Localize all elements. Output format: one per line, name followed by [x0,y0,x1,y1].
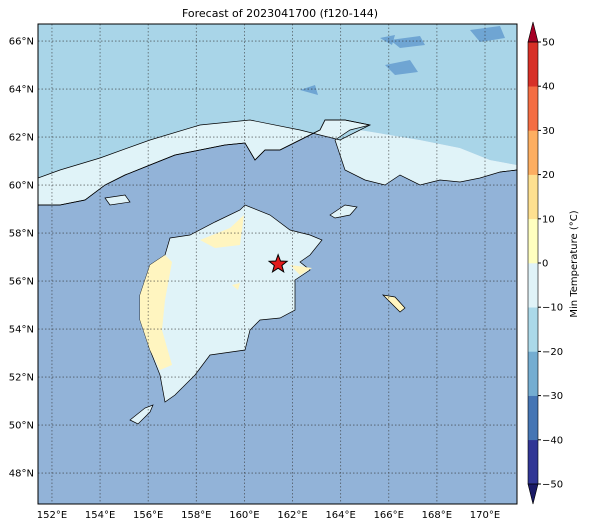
colorbar-tick-label: 50 [542,38,555,49]
colorbar-bin [528,263,538,308]
x-tick-label: 160°E [229,510,259,521]
x-tick-label: 170°E [470,510,500,521]
colorbar-tick-label: −40 [542,435,563,446]
x-tick-label: 158°E [181,510,211,521]
map-frame [37,23,518,505]
colorbar-tick-label: 40 [542,82,555,93]
x-tick-label: 154°E [85,510,115,521]
colorbar-tick-label: 0 [542,259,548,270]
colorbar-bin [528,218,538,264]
colorbar-tick-label: −10 [542,303,563,314]
y-tick-label: 50°N [9,421,34,432]
colorbar-bin [528,439,538,485]
x-tick-label: 168°E [422,510,452,521]
colorbar-extend [527,21,539,43]
colorbar-tick-label: −50 [542,480,563,491]
colorbar-tick-label: −30 [542,391,563,402]
x-tick-label: 166°E [374,510,404,521]
colorbar-tick-label: −20 [542,347,563,358]
colorbar-bin [528,86,538,131]
colorbar-tick-label: 30 [542,126,555,137]
location-marker [267,253,289,274]
y-tick-label: 60°N [9,181,34,192]
y-tick-label: 64°N [9,85,34,96]
colorbar-bin [528,351,538,396]
colorbar-bin [528,42,538,87]
colorbar-bin [528,174,538,220]
x-tick-label: 156°E [133,510,163,521]
y-tick-label: 62°N [9,133,34,144]
x-tick-label: 162°E [277,510,307,521]
colorbar-bin [528,130,538,175]
colorbar-bin [528,307,538,352]
x-tick-label: 164°E [325,510,355,521]
colorbar-tick-label: 20 [542,170,555,181]
colorbar-extend [527,483,539,505]
title: Forecast of 2023041700 (f120-144) [182,7,378,20]
y-tick-label: 48°N [9,469,34,480]
x-tick-label: 152°E [37,510,67,521]
y-tick-label: 66°N [9,37,34,48]
y-tick-label: 52°N [9,373,34,384]
map-field [38,24,517,504]
y-tick-label: 56°N [9,277,34,288]
colorbar-tick-label: 10 [542,214,555,225]
y-tick-label: 58°N [9,229,34,240]
colorbar-bin [528,395,538,441]
colorbar-label: Min Temperature (°C) [569,210,580,317]
y-tick-label: 54°N [9,325,34,336]
